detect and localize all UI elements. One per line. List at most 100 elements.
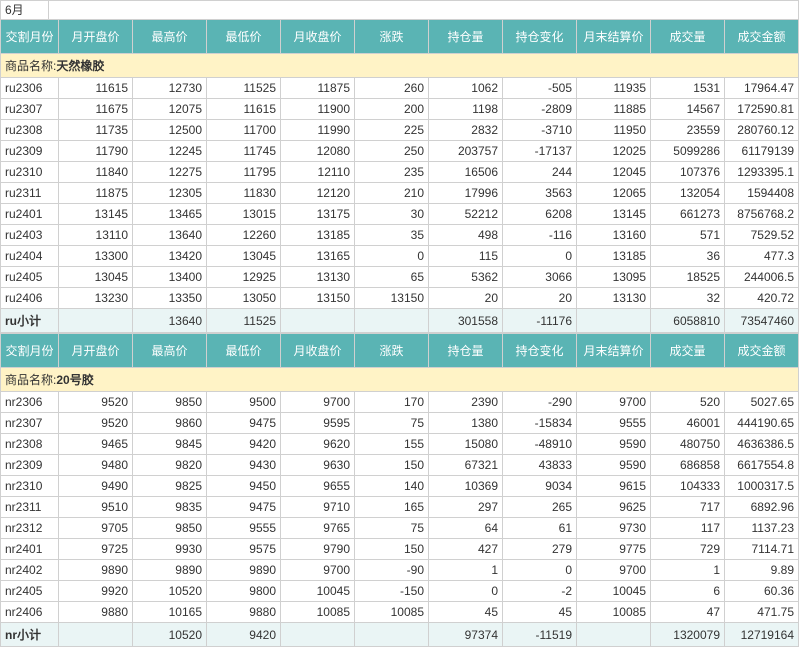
column-header: 持仓量 — [429, 20, 503, 54]
section-name: 天然橡胶 — [56, 59, 104, 73]
value-cell: 20 — [503, 288, 577, 309]
value-cell: 9730 — [577, 518, 651, 539]
table-row: ru2306116151273011525118752601062-505119… — [1, 78, 799, 99]
value-cell: 9555 — [577, 413, 651, 434]
table-row: ru2308117351250011700119902252832-371011… — [1, 120, 799, 141]
column-header: 月末结算价 — [577, 334, 651, 368]
value-cell: 1062 — [429, 78, 503, 99]
column-header: 最低价 — [207, 20, 281, 54]
value-cell: 1000317.5 — [725, 476, 799, 497]
value-cell: 67321 — [429, 455, 503, 476]
value-cell: 9850 — [133, 518, 207, 539]
value-cell: 9845 — [133, 434, 207, 455]
table-row: ru24061323013350130501315013150202013130… — [1, 288, 799, 309]
value-cell: -116 — [503, 225, 577, 246]
contract-cell: nr2310 — [1, 476, 59, 497]
section-title-row: 商品名称:天然橡胶 — [1, 54, 799, 78]
subtotal-cell: 97374 — [429, 623, 503, 647]
table-row: ru2307116751207511615119002001198-280911… — [1, 99, 799, 120]
value-cell: 8756768.2 — [725, 204, 799, 225]
value-cell: 23559 — [651, 120, 725, 141]
value-cell: 60.36 — [725, 581, 799, 602]
value-cell: 9575 — [207, 539, 281, 560]
value-cell: 45 — [429, 602, 503, 623]
value-cell: 520 — [651, 392, 725, 413]
value-cell: 12045 — [577, 162, 651, 183]
column-header: 月收盘价 — [281, 334, 355, 368]
value-cell: 9034 — [503, 476, 577, 497]
tables-host: 交割月份月开盘价最高价最低价月收盘价涨跌持仓量持仓变化月末结算价成交量成交金额商… — [0, 19, 799, 647]
value-cell: 43833 — [503, 455, 577, 476]
value-cell: 9590 — [577, 434, 651, 455]
value-cell: 12305 — [133, 183, 207, 204]
column-header: 成交量 — [651, 334, 725, 368]
value-cell: 1137.23 — [725, 518, 799, 539]
value-cell: 11990 — [281, 120, 355, 141]
header-row: 交割月份月开盘价最高价最低价月收盘价涨跌持仓量持仓变化月末结算价成交量成交金额 — [1, 20, 799, 54]
value-cell: 9800 — [207, 581, 281, 602]
value-cell: 132054 — [651, 183, 725, 204]
value-cell: 165 — [355, 497, 429, 518]
value-cell: 9890 — [207, 560, 281, 581]
value-cell: 9880 — [207, 602, 281, 623]
value-cell: 9465 — [59, 434, 133, 455]
top-bar: 6月 — [0, 0, 799, 19]
contract-cell: nr2309 — [1, 455, 59, 476]
value-cell: 32 — [651, 288, 725, 309]
value-cell: 155 — [355, 434, 429, 455]
value-cell: 11795 — [207, 162, 281, 183]
table-row: nr2405992010520980010045-1500-210045660.… — [1, 581, 799, 602]
value-cell: 13420 — [133, 246, 207, 267]
section-title-row: 商品名称:20号胶 — [1, 368, 799, 392]
data-table: 交割月份月开盘价最高价最低价月收盘价涨跌持仓量持仓变化月末结算价成交量成交金额商… — [0, 333, 799, 647]
value-cell: 13185 — [577, 246, 651, 267]
section-prefix: 商品名称: — [5, 59, 56, 73]
column-header: 月收盘价 — [281, 20, 355, 54]
value-cell: 279 — [503, 539, 577, 560]
subtotal-cell: 1320079 — [651, 623, 725, 647]
value-cell: 13150 — [281, 288, 355, 309]
value-cell: 14567 — [651, 99, 725, 120]
value-cell: 444190.65 — [725, 413, 799, 434]
value-cell: 9700 — [577, 392, 651, 413]
value-cell: 13165 — [281, 246, 355, 267]
value-cell: 280760.12 — [725, 120, 799, 141]
subtotal-cell: -11519 — [503, 623, 577, 647]
value-cell: 9520 — [59, 413, 133, 434]
value-cell: 35 — [355, 225, 429, 246]
value-cell: 297 — [429, 497, 503, 518]
table-row: nr2312970598509555976575646197301171137.… — [1, 518, 799, 539]
column-header: 交割月份 — [1, 334, 59, 368]
value-cell: 9510 — [59, 497, 133, 518]
value-cell: 140 — [355, 476, 429, 497]
value-cell: 13015 — [207, 204, 281, 225]
value-cell: 150 — [355, 455, 429, 476]
subtotal-cell — [355, 623, 429, 647]
value-cell: 10085 — [355, 602, 429, 623]
contract-cell: ru2405 — [1, 267, 59, 288]
value-cell: 13150 — [355, 288, 429, 309]
section-title-cell: 商品名称:天然橡胶 — [1, 54, 799, 78]
value-cell: 13130 — [281, 267, 355, 288]
value-cell: -3710 — [503, 120, 577, 141]
value-cell: 12025 — [577, 141, 651, 162]
value-cell: 4636386.5 — [725, 434, 799, 455]
subtotal-label: ru小计 — [1, 309, 59, 333]
value-cell: 150 — [355, 539, 429, 560]
value-cell: 9860 — [133, 413, 207, 434]
report-container: 6月 交割月份月开盘价最高价最低价月收盘价涨跌持仓量持仓变化月末结算价成交量成交… — [0, 0, 799, 647]
value-cell: 11700 — [207, 120, 281, 141]
value-cell: 0 — [355, 246, 429, 267]
value-cell: 65 — [355, 267, 429, 288]
value-cell: 9420 — [207, 434, 281, 455]
value-cell: 10085 — [577, 602, 651, 623]
value-cell: 9490 — [59, 476, 133, 497]
value-cell: 11935 — [577, 78, 651, 99]
value-cell: 11745 — [207, 141, 281, 162]
value-cell: 11840 — [59, 162, 133, 183]
value-cell: 265 — [503, 497, 577, 518]
subtotal-cell: 73547460 — [725, 309, 799, 333]
value-cell: -17137 — [503, 141, 577, 162]
subtotal-cell — [59, 309, 133, 333]
value-cell: 5099286 — [651, 141, 725, 162]
